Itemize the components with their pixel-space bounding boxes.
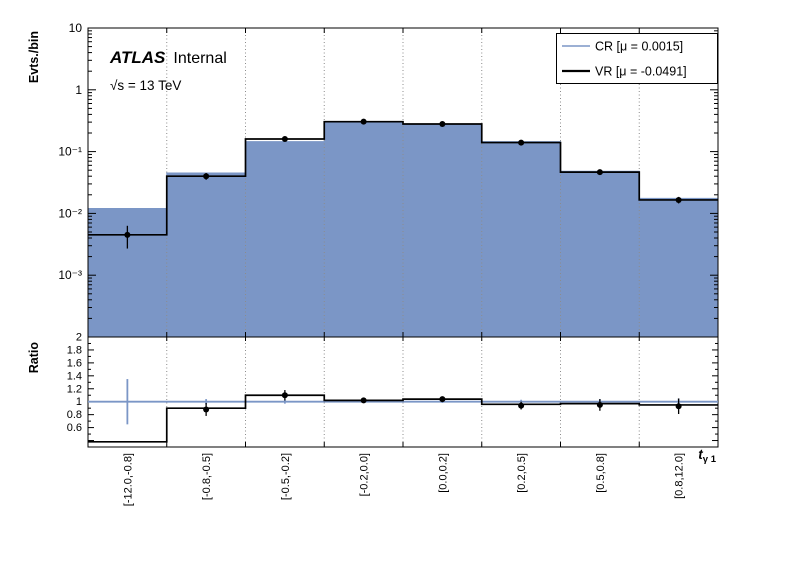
svg-text:10⁻²: 10⁻² xyxy=(58,206,82,220)
legend: CR [μ = 0.0015] VR [μ = -0.0491] xyxy=(556,33,718,84)
x-axis-title: tγ 1 xyxy=(698,447,716,465)
energy-label: √s = 13 TeV xyxy=(110,78,181,93)
legend-entry-label: VR [μ = -0.0491] xyxy=(595,65,687,79)
svg-text:[0.8,12.0]: [0.8,12.0] xyxy=(674,453,686,499)
svg-text:[0.5,0.8]: [0.5,0.8] xyxy=(595,453,607,493)
atlas-internal-label: ATLAS Internal xyxy=(109,48,227,67)
legend-box xyxy=(556,33,718,84)
svg-text:[0.2,0.5]: [0.2,0.5] xyxy=(516,453,528,493)
svg-text:[-12.0,-0.8]: [-12.0,-0.8] xyxy=(122,453,134,506)
svg-text:1.8: 1.8 xyxy=(67,344,82,356)
ratio-y-axis-title: Ratio xyxy=(27,342,41,374)
svg-text:0.8: 0.8 xyxy=(67,409,82,421)
svg-text:1.4: 1.4 xyxy=(67,370,82,382)
svg-text:1.2: 1.2 xyxy=(67,383,82,395)
log-y-axis-ticks xyxy=(88,27,718,338)
svg-text:1.6: 1.6 xyxy=(67,357,82,369)
svg-text:2: 2 xyxy=(76,332,82,344)
svg-text:[-0.5,-0.2]: [-0.5,-0.2] xyxy=(280,453,292,500)
y-axis-title: Evts./bin xyxy=(27,31,41,83)
svg-text:1: 1 xyxy=(76,396,82,408)
svg-text:0.6: 0.6 xyxy=(67,422,82,434)
svg-text:10⁻³: 10⁻³ xyxy=(58,268,82,282)
svg-text:1: 1 xyxy=(75,83,82,97)
svg-text:[-0.8,-0.5]: [-0.8,-0.5] xyxy=(201,453,213,500)
svg-text:[-0.2,0.0]: [-0.2,0.0] xyxy=(359,453,371,496)
ratio-y-axis-labels: 21.81.61.41.210.80.6 xyxy=(67,332,82,435)
x-axis-bin-labels: [-12.0,-0.8] [-0.8,-0.5] [-0.5,-0.2] [-0.2,… xyxy=(122,453,685,506)
ratio-data-points xyxy=(203,390,682,416)
svg-text:10⁻¹: 10⁻¹ xyxy=(58,145,82,159)
vr-data-points xyxy=(124,118,682,249)
x-axis-ticks xyxy=(87,28,719,447)
legend-entry-label: CR [μ = 0.0015] xyxy=(595,40,683,54)
svg-text:[0.0,0.2]: [0.0,0.2] xyxy=(437,453,449,493)
svg-text:10: 10 xyxy=(69,21,83,35)
log-y-axis-labels: 10 1 10⁻¹ 10⁻² 10⁻³ xyxy=(58,21,82,282)
